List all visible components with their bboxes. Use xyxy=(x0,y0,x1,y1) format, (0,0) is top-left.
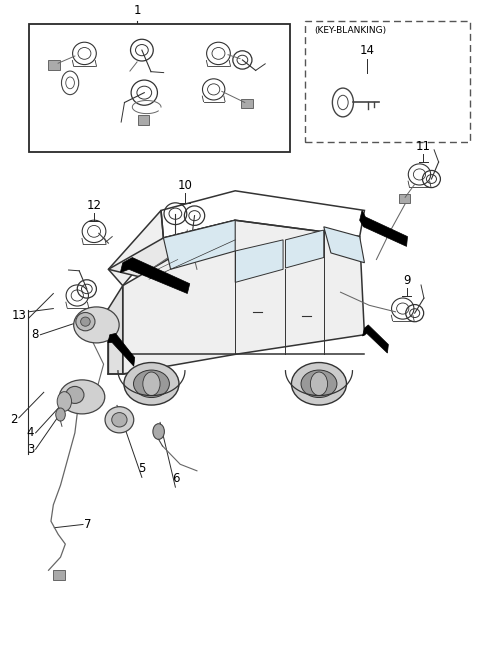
Ellipse shape xyxy=(60,380,105,414)
Text: 8: 8 xyxy=(32,328,39,341)
Bar xyxy=(48,60,60,70)
Text: 2: 2 xyxy=(10,413,17,426)
Text: 14: 14 xyxy=(360,44,374,56)
Text: 1: 1 xyxy=(133,5,141,18)
Ellipse shape xyxy=(124,363,179,405)
Ellipse shape xyxy=(76,312,95,331)
Text: 3: 3 xyxy=(27,443,34,456)
Text: 11: 11 xyxy=(416,140,431,153)
Text: 13: 13 xyxy=(12,308,27,321)
Polygon shape xyxy=(123,220,364,374)
Bar xyxy=(53,571,65,581)
Text: 6: 6 xyxy=(172,472,179,485)
Bar xyxy=(138,115,149,125)
Polygon shape xyxy=(362,325,388,353)
Text: 9: 9 xyxy=(403,274,410,287)
Polygon shape xyxy=(324,227,364,263)
Ellipse shape xyxy=(66,386,84,403)
Ellipse shape xyxy=(108,316,116,334)
Polygon shape xyxy=(120,258,190,293)
Circle shape xyxy=(311,372,327,396)
Polygon shape xyxy=(108,211,163,285)
Circle shape xyxy=(143,372,160,396)
Ellipse shape xyxy=(301,370,337,398)
Circle shape xyxy=(56,408,65,421)
Ellipse shape xyxy=(105,407,134,433)
Polygon shape xyxy=(108,285,123,374)
Bar xyxy=(241,99,253,108)
Ellipse shape xyxy=(74,307,119,343)
Text: 5: 5 xyxy=(138,462,145,476)
Bar xyxy=(332,286,344,296)
Ellipse shape xyxy=(112,413,127,427)
Bar xyxy=(399,194,409,203)
Ellipse shape xyxy=(291,363,347,405)
Bar xyxy=(305,21,470,142)
Polygon shape xyxy=(163,220,235,270)
Text: (KEY-BLANKING): (KEY-BLANKING) xyxy=(314,26,386,35)
Polygon shape xyxy=(108,220,235,279)
Text: 10: 10 xyxy=(178,179,192,192)
Circle shape xyxy=(153,424,164,440)
Text: 7: 7 xyxy=(84,518,92,531)
Text: 12: 12 xyxy=(86,199,102,212)
Polygon shape xyxy=(108,333,135,366)
Ellipse shape xyxy=(133,370,169,398)
Bar xyxy=(141,268,152,277)
Ellipse shape xyxy=(81,317,90,326)
Circle shape xyxy=(57,392,72,411)
Polygon shape xyxy=(360,211,408,247)
Bar xyxy=(29,24,290,152)
Polygon shape xyxy=(235,240,283,282)
Text: 4: 4 xyxy=(27,426,34,440)
Polygon shape xyxy=(286,230,324,268)
